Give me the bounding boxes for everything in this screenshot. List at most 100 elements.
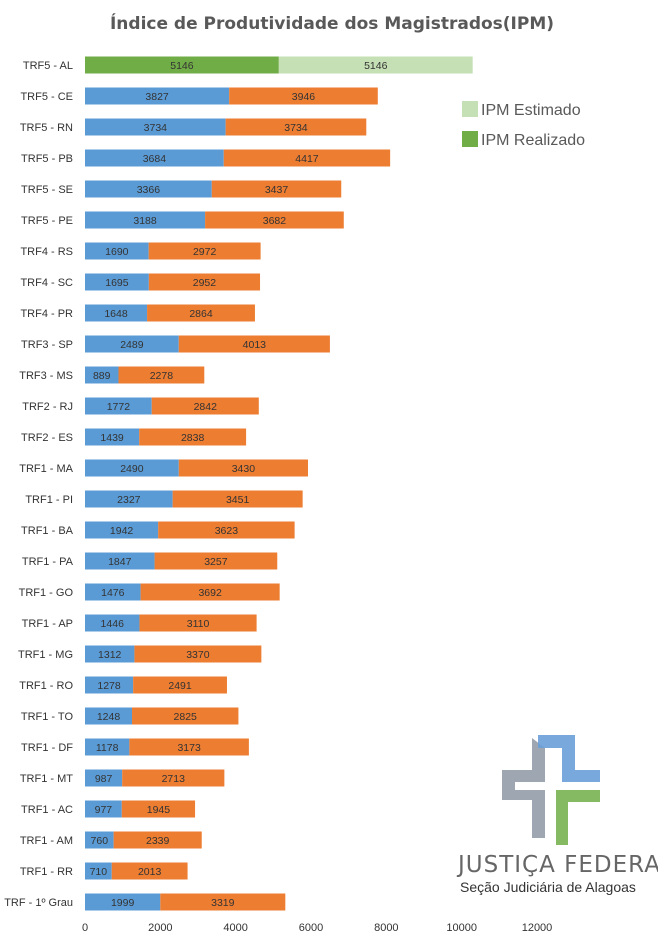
bar-realizado-trf4-sc (85, 273, 149, 291)
data-label-realizado-trf5-ce: 3827 (145, 91, 169, 103)
bar-estimado-trf1-mg (134, 645, 262, 663)
category-label-trf5-pe: TRF5 - PE (21, 215, 73, 227)
data-label-realizado-trf1-ro: 1278 (97, 680, 121, 692)
logo-title: JUSTIÇA FEDERAL (456, 852, 658, 878)
data-label-estimado-trf1-am: 2339 (146, 835, 170, 847)
data-label-realizado-trf1-mt: 987 (95, 773, 113, 785)
data-label-realizado-trf1-ba: 1942 (110, 525, 134, 537)
data-label-estimado-trf5-se: 3437 (265, 184, 289, 196)
category-label-trf1-rr: TRF1 - RR (20, 866, 73, 878)
bar-estimado-trf2-rj (151, 397, 259, 415)
category-label-trf1-df: TRF1 - DF (21, 742, 73, 754)
legend-swatch-estimado (462, 101, 478, 117)
bar-realizado-trf1-am (85, 831, 114, 849)
justica-federal-emblem-icon (502, 735, 600, 845)
justica-federal-logo: JUSTIÇA FEDERAL Seção Judiciária de Alag… (456, 735, 658, 895)
data-label-estimado-trf5-al: 5146 (364, 60, 388, 72)
bar-realizado-trf5-rn (85, 118, 226, 136)
category-label-trf-1-grau: TRF - 1º Grau (4, 897, 73, 909)
x-tick-label-4000: 4000 (223, 922, 247, 934)
data-label-realizado-trf1-pa: 1847 (108, 556, 132, 568)
category-label-trf4-rs: TRF4 - RS (20, 246, 73, 258)
data-label-estimado-trf1-go: 3692 (198, 587, 222, 599)
data-label-estimado-trf1-rr: 2013 (138, 866, 162, 878)
data-label-estimado-trf3-sp: 4013 (243, 339, 267, 351)
data-label-realizado-trf1-rr: 710 (90, 866, 108, 878)
data-label-realizado-trf4-pr: 1648 (104, 308, 128, 320)
category-label-trf3-sp: TRF3 - SP (21, 339, 73, 351)
legend-swatch-realizado (462, 131, 478, 147)
bar-estimado-trf5-pe (205, 211, 344, 229)
data-label-realizado-trf-1-grau: 1999 (111, 897, 135, 909)
bar-realizado-trf1-ro (85, 676, 134, 694)
data-label-estimado-trf1-df: 3173 (177, 742, 201, 754)
x-axis: 0 2000 4000 6000 8000 10000 12000 (82, 922, 552, 934)
bar-estimado-trf5-ce (229, 87, 378, 105)
legend-label-realizado: IPM Realizado (481, 132, 585, 149)
bar-estimado-trf1-am (113, 831, 202, 849)
data-label-estimado-trf1-ba: 3623 (215, 525, 239, 537)
bar-realizado-trf1-pa (85, 552, 155, 570)
category-label-trf1-to: TRF1 - TO (21, 711, 74, 723)
category-label-trf1-ro: TRF1 - RO (19, 680, 73, 692)
bar-estimado-trf1-go (140, 583, 280, 601)
data-label-realizado-trf4-sc: 1695 (105, 277, 129, 289)
bar-estimado-trf1-rr (111, 862, 188, 880)
legend-label-estimado: IPM Estimado (481, 102, 581, 119)
data-label-estimado-trf2-rj: 2842 (194, 401, 218, 413)
bars-layer: TRF5 - AL 5146 5146 TRF5 - CE 3827 3946 TRF5 -… (4, 56, 473, 911)
bar-realizado-trf-1-grau (85, 893, 161, 911)
data-label-realizado-trf5-rn: 3734 (144, 122, 168, 134)
bar-realizado-trf1-pi (85, 490, 173, 508)
x-tick-label-0: 0 (82, 922, 88, 934)
bar-estimado-trf1-ro (133, 676, 227, 694)
bar-realizado-trf5-al (85, 56, 279, 74)
bar-estimado-trf5-se (211, 180, 342, 198)
category-label-trf1-go: TRF1 - GO (19, 587, 74, 599)
category-label-trf1-ma: TRF1 - MA (19, 463, 73, 475)
data-label-estimado-trf1-to: 2825 (174, 711, 198, 723)
data-label-estimado-trf5-rn: 3734 (284, 122, 308, 134)
bar-estimado-trf1-ap (139, 614, 257, 632)
data-label-realizado-trf3-ms: 889 (93, 370, 111, 382)
bar-realizado-trf2-es (85, 428, 140, 446)
data-label-estimado-trf1-ap: 3110 (187, 618, 210, 630)
x-tick-label-6000: 6000 (299, 922, 323, 934)
bar-realizado-trf5-ce (85, 87, 230, 105)
category-label-trf1-pi: TRF1 - PI (25, 494, 73, 506)
x-tick-label-10000: 10000 (446, 922, 477, 934)
data-label-realizado-trf1-mg: 1312 (98, 649, 122, 661)
bar-estimado-trf3-sp (178, 335, 330, 353)
category-label-trf5-se: TRF5 - SE (21, 184, 73, 196)
bar-realizado-trf4-rs (85, 242, 149, 260)
data-label-realizado-trf1-ac: 977 (95, 804, 113, 816)
x-tick-label-8000: 8000 (374, 922, 398, 934)
data-label-estimado-trf4-pr: 2864 (189, 308, 213, 320)
data-label-estimado-trf5-pb: 4417 (295, 153, 319, 165)
data-label-estimado-trf1-ma: 3430 (232, 463, 256, 475)
bar-estimado-trf3-ms (118, 366, 205, 384)
x-tick-label-12000: 12000 (522, 922, 553, 934)
category-label-trf5-al: TRF5 - AL (23, 60, 73, 72)
data-label-estimado-trf1-pa: 3257 (204, 556, 228, 568)
category-label-trf1-ac: TRF1 - AC (21, 804, 73, 816)
bar-estimado-trf1-pa (154, 552, 278, 570)
data-label-realizado-trf1-to: 1248 (97, 711, 121, 723)
data-label-realizado-trf5-pb: 3684 (143, 153, 167, 165)
data-label-estimado-trf3-ms: 2278 (150, 370, 174, 382)
bar-realizado-trf1-ba (85, 521, 159, 539)
bar-realizado-trf5-pe (85, 211, 206, 229)
logo-subtitle: Seção Judiciária de Alagoas (460, 879, 636, 895)
category-label-trf4-pr: TRF4 - PR (20, 308, 73, 320)
category-label-trf1-ap: TRF1 - AP (22, 618, 73, 630)
bar-estimado-trf5-al (278, 56, 473, 74)
category-label-trf5-ce: TRF5 - CE (20, 91, 73, 103)
bar-realizado-trf1-ma (85, 459, 179, 477)
category-label-trf1-pa: TRF1 - PA (22, 556, 74, 568)
category-label-trf2-es: TRF2 - ES (21, 432, 73, 444)
bar-estimado-trf1-ma (178, 459, 308, 477)
bar-realizado-trf1-ap (85, 614, 140, 632)
bar-realizado-trf3-ms (85, 366, 119, 384)
data-label-estimado-trf1-ac: 1945 (147, 804, 171, 816)
bar-estimado-trf1-ba (158, 521, 295, 539)
